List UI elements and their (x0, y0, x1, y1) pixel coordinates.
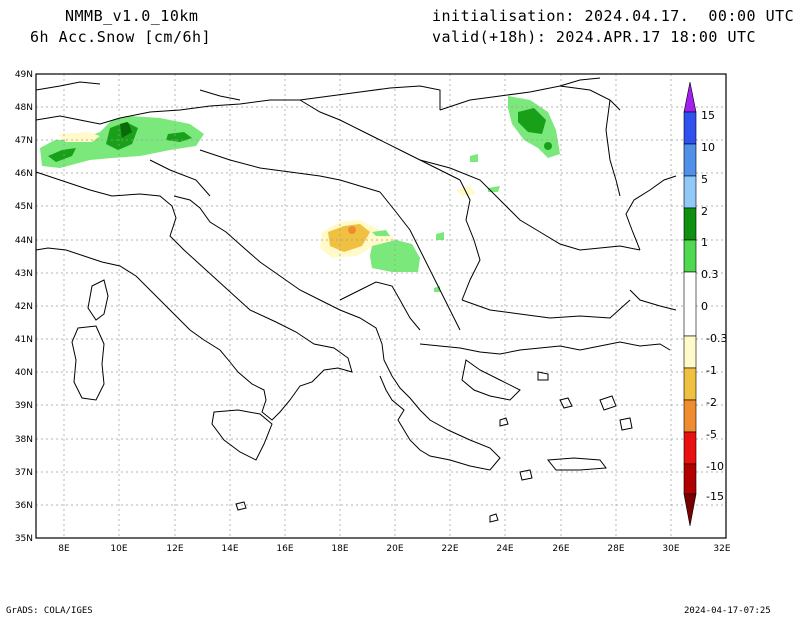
colorbar-label: -1 (706, 364, 717, 377)
lat-label: 44N (15, 236, 33, 246)
timestamp-text: 2024-04-17-07:25 (684, 606, 771, 616)
lon-label: 14E (221, 544, 238, 554)
corsica-coast (87, 279, 109, 321)
colorbar-segment (683, 271, 697, 337)
coastlines-borders (35, 77, 677, 523)
colorbar-segment (683, 367, 697, 401)
longitude-labels: 8E 10E 12E 14E 16E 18E 20E 22E 24E 26E 2… (58, 544, 731, 554)
credit-text: GrADS: COLA/IGES (6, 606, 93, 616)
lat-label: 47N (15, 136, 33, 146)
austria-border (119, 99, 300, 119)
colorbar-label: 0.3 (701, 268, 719, 281)
colorbar-label: -0.3 (706, 332, 727, 345)
sardinia-coast (71, 325, 105, 401)
lat-label: 41N (15, 335, 33, 345)
initialisation-text: initialisation: 2024.04.17. 00:00 UTC (432, 7, 795, 25)
sicily-coast (211, 409, 273, 461)
colorbar-bottom-arrow (683, 493, 697, 527)
balkan-coast (173, 195, 501, 471)
colorbar-label: -2 (706, 396, 717, 409)
lat-label: 42N (15, 302, 33, 312)
colorbar-label: 2 (701, 205, 708, 218)
lat-label: 38N (15, 435, 33, 445)
colorbar-label: -10 (706, 460, 724, 473)
lat-label: 35N (15, 534, 33, 544)
lon-label: 24E (496, 544, 513, 554)
model-title: NMMB_v1.0_10km (65, 7, 199, 25)
colorbar-segment (683, 207, 697, 241)
lat-label: 45N (15, 202, 33, 212)
colorbar-segment (683, 111, 697, 145)
colorbar-segment (683, 463, 697, 495)
black-sea-coast (625, 175, 677, 251)
lon-label: 10E (110, 544, 127, 554)
lon-label: 8E (58, 544, 70, 554)
greece-coast (419, 341, 671, 355)
lon-label: 32E (713, 544, 730, 554)
lon-label: 30E (662, 544, 679, 554)
colorbar-segment (683, 431, 697, 465)
valid-time-text: valid(+18h): 2024.APR.17 18:00 UTC (432, 28, 757, 46)
lon-label: 28E (607, 544, 624, 554)
colorbar-label: 15 (701, 109, 715, 122)
italy-coast (35, 171, 353, 421)
colorbar-segment (683, 239, 697, 273)
lon-label: 12E (166, 544, 183, 554)
lat-label: 36N (15, 501, 33, 511)
lat-label: 40N (15, 368, 33, 378)
lat-label: 49N (15, 70, 33, 80)
colorbar-label: -15 (706, 490, 724, 503)
colorbar-segment (683, 399, 697, 433)
colorbar-label: 5 (701, 173, 708, 186)
colorbar-segment (683, 143, 697, 177)
lon-label: 22E (441, 544, 458, 554)
latitude-labels: 49N 48N 47N 46N 45N 44N 43N 42N 41N 40N … (15, 70, 33, 544)
lon-label: 16E (276, 544, 293, 554)
lat-label: 46N (15, 169, 33, 179)
colorbar-segment (683, 175, 697, 209)
colorbar: 15 10 5 2 1 0.3 0 -0.3 -1 -2 -5 -10 -15 (683, 81, 727, 527)
colorbar-label: 0 (701, 300, 708, 313)
map-frame (35, 73, 727, 539)
lat-label: 37N (15, 468, 33, 478)
colorbar-top-arrow (683, 81, 697, 113)
lon-label: 18E (331, 544, 348, 554)
romania-border (419, 159, 641, 251)
lat-label: 48N (15, 103, 33, 113)
colorbar-label: 1 (701, 236, 708, 249)
lat-label: 39N (15, 401, 33, 411)
colorbar-label: 10 (701, 141, 715, 154)
colorbar-segment (683, 335, 697, 369)
graticule (36, 74, 726, 538)
lat-label: 43N (15, 269, 33, 279)
lon-label: 26E (552, 544, 569, 554)
slovakia-border (299, 85, 441, 110)
lon-label: 20E (386, 544, 403, 554)
snow-field (40, 96, 560, 292)
variable-title: 6h Acc.Snow [cm/6h] (30, 28, 212, 46)
colorbar-label: -5 (706, 428, 717, 441)
